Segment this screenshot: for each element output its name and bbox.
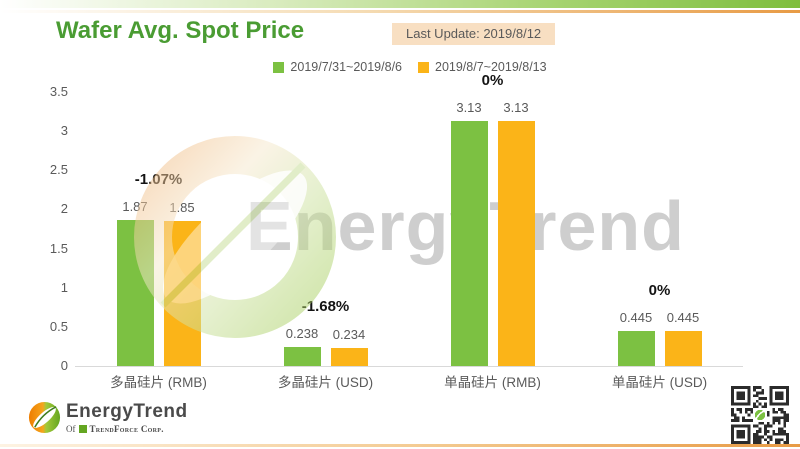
bar-group: 0% 3.13 3.13 (409, 72, 576, 366)
bar-series-2 (497, 121, 535, 366)
top-orange-line (0, 10, 800, 13)
bar-value-label: 0.238 (285, 326, 319, 342)
category-label: 多晶硅片 (USD) (277, 375, 374, 390)
category-label: 单晶硅片 (RMB) (444, 375, 541, 390)
bar-group: 0% 0.445 0.445 (576, 282, 743, 366)
energytrend-logo: EnergyTrend Of TrendForce Corp. (27, 400, 188, 440)
of-label: Of (66, 424, 76, 434)
legend-label: 2019/8/7~2019/8/13 (435, 60, 547, 74)
bar-series-1 (116, 219, 154, 366)
y-tick-label: 3.5 (49, 84, 68, 99)
bar-series-1 (450, 121, 488, 366)
bar-group: -1.07% 1.87 1.85 (75, 171, 242, 366)
bar-pair: 3.13 3.13 (450, 100, 535, 366)
category-label: 多晶硅片 (RMB) (110, 375, 207, 390)
bar-pair: 0.238 0.234 (283, 326, 368, 366)
bar-pair: 0.445 0.445 (617, 310, 702, 366)
y-tick-label: 2.5 (49, 162, 68, 178)
logo-subtext: Of TrendForce Corp. (66, 424, 188, 434)
change-label: 0% (648, 282, 671, 300)
bar-wrap: 1.85 (163, 200, 201, 366)
bar-series-2 (330, 347, 368, 366)
legend-swatch (418, 61, 429, 73)
legend-label: 2019/7/31~2019/8/6 (290, 60, 402, 74)
bar-series-2 (664, 331, 702, 366)
bar-series-1 (283, 347, 321, 366)
page-title: Wafer Avg. Spot Price (56, 17, 305, 44)
bar-pair: 1.87 1.85 (116, 198, 201, 366)
bar-series-1 (617, 331, 655, 366)
change-label: -1.07% (134, 170, 183, 188)
bar-value-label: 0.234 (332, 326, 366, 342)
bar-value-label: 1.85 (169, 200, 195, 216)
qr-code-icon (731, 386, 789, 449)
change-label: -1.68% (301, 298, 350, 316)
bar-value-label: 3.13 (456, 100, 482, 115)
bar-group: -1.68% 0.238 0.234 (242, 298, 409, 366)
top-green-bar (0, 0, 800, 8)
company-label: TrendForce Corp. (89, 424, 164, 434)
y-tick-label: 1 (60, 279, 68, 295)
plot-area: -1.07% 1.87 1.85 -1.68% 0.238 0.234 0% 3.13 3.13… (75, 72, 743, 367)
bar-wrap: 0.234 (330, 326, 368, 366)
bar-value-label: 3.13 (503, 100, 529, 115)
legend-item: 2019/7/31~2019/8/6 (273, 60, 402, 74)
y-tick-label: 2 (60, 201, 68, 217)
bar-value-label: 1.87 (122, 198, 148, 214)
y-tick-label: 0 (60, 358, 68, 373)
trendforce-square-icon (78, 425, 87, 433)
bar-wrap: 0.445 (664, 310, 702, 366)
legend-item: 2019/8/7~2019/8/13 (418, 60, 547, 74)
legend-swatch (273, 61, 285, 73)
category-label: 单晶硅片 (USD) (611, 375, 708, 390)
bar-wrap: 0.445 (617, 310, 655, 366)
category-labels: 多晶硅片 (RMB) 多晶硅片 (USD) 单晶硅片 (RMB) 单晶硅片 (USD) (75, 371, 743, 391)
bar-wrap: 0.238 (283, 326, 321, 366)
leaf-circle-icon (27, 400, 62, 440)
legend: 2019/7/31~2019/8/6 2019/8/7~2019/8/13 (10, 60, 800, 74)
y-tick-label: 3 (60, 123, 68, 139)
bar-value-label: 0.445 (619, 310, 653, 326)
y-tick-label: 0.5 (49, 318, 68, 334)
y-axis: 3.5 3 2.5 2 1.5 1 0.5 0 (26, 84, 68, 373)
last-update-badge: Last Update: 2019/8/12 (392, 23, 556, 45)
bar-wrap: 3.13 (450, 100, 488, 366)
change-label: 0% (481, 72, 504, 89)
bottom-orange-line (0, 444, 800, 447)
bar-series-2 (163, 221, 201, 366)
y-tick-label: 1.5 (49, 240, 68, 256)
logo-text: EnergyTrend (66, 401, 188, 422)
bar-value-label: 0.445 (666, 310, 700, 326)
bar-wrap: 3.13 (497, 100, 535, 366)
bar-wrap: 1.87 (116, 198, 154, 366)
